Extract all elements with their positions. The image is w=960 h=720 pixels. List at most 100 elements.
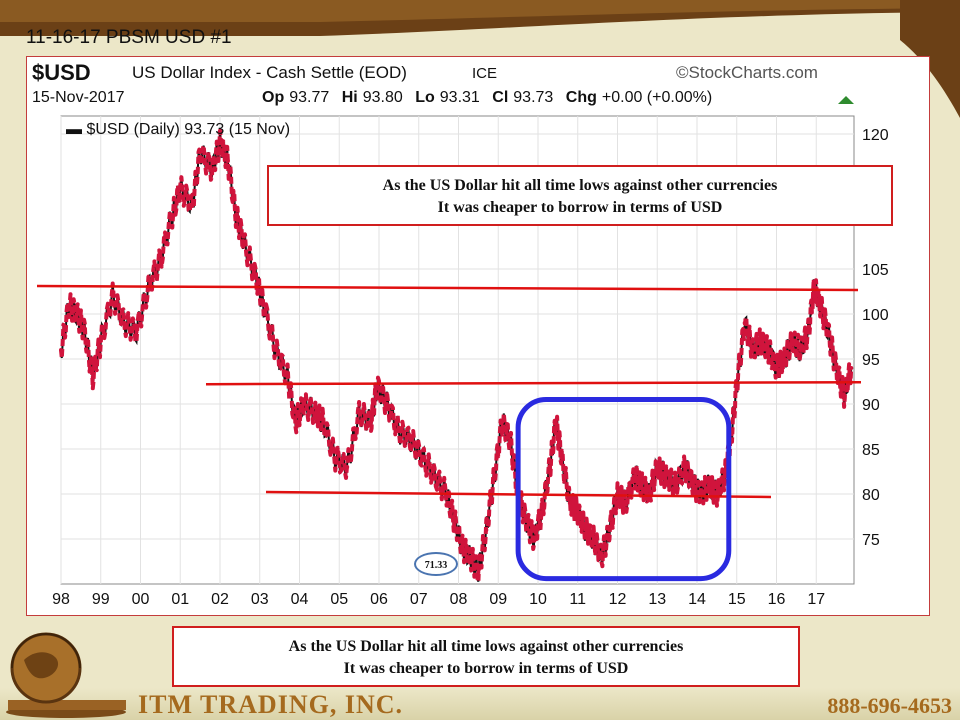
usd-data-point	[66, 303, 71, 307]
usd-data-point	[607, 528, 612, 532]
usd-data-point	[484, 528, 489, 532]
cl-label: Cl	[492, 89, 508, 106]
x-tick-label: 06	[370, 591, 388, 608]
x-tick-label: 14	[688, 591, 706, 608]
legend-label: ▬ $USD (Daily) 93.73 (15 Nov)	[66, 121, 290, 138]
usd-data-point	[468, 555, 473, 559]
x-tick-label: 15	[728, 591, 746, 608]
usd-data-point	[122, 321, 127, 325]
usd-data-point	[225, 159, 230, 163]
usd-data-point	[575, 510, 580, 514]
callout-top-line1: As the US Dollar hit all time lows again…	[382, 177, 778, 194]
x-tick-label: 11	[569, 591, 586, 608]
usd-data-point	[82, 330, 87, 334]
usd-data-point	[452, 519, 457, 523]
ohlc-readout: Op 93.77 Hi 93.80 Lo 93.31 Cl 93.73 Chg +0.00…	[262, 89, 712, 106]
x-tick-label: 07	[410, 591, 428, 608]
usd-data-point	[714, 492, 719, 496]
usd-data-point	[432, 474, 437, 478]
callout-top: As the US Dollar hit all time lows again…	[267, 165, 893, 226]
usd-data-point	[198, 150, 203, 154]
x-tick-label: 08	[450, 591, 468, 608]
usd-data-point	[384, 402, 389, 406]
chart-date: 15-Nov-2017	[32, 89, 125, 106]
callout-bottom: As the US Dollar hit all time lows again…	[172, 626, 800, 687]
y-tick-label: 100	[862, 307, 889, 324]
y-tick-label: 80	[862, 487, 880, 504]
usd-data-point	[460, 546, 465, 550]
usd-data-point	[313, 411, 318, 415]
usd-data-point	[706, 483, 711, 487]
legend-dash: ▬	[66, 121, 86, 138]
usd-data-point	[683, 465, 688, 469]
usd-data-point	[698, 492, 703, 496]
usd-data-point	[790, 339, 795, 343]
lo-value: 93.31	[440, 89, 480, 106]
usd-data-point	[74, 312, 79, 316]
x-tick-label: 04	[291, 591, 309, 608]
usd-data-point	[798, 348, 803, 352]
usd-data-point	[369, 420, 374, 424]
usd-data-point	[333, 456, 338, 460]
usd-data-point	[241, 240, 246, 244]
usd-data-point	[261, 303, 266, 307]
usd-data-point	[849, 366, 854, 370]
chg-value: +0.00 (+0.00%)	[602, 89, 712, 106]
y-tick-label: 105	[862, 262, 889, 279]
usd-data-point	[345, 465, 350, 469]
callout-top-line2: It was cheaper to borrow in terms of USD	[437, 199, 723, 216]
usd-data-point	[639, 483, 644, 487]
lo-label: Lo	[415, 89, 435, 106]
y-tick-label: 120	[862, 127, 889, 144]
usd-data-point	[59, 348, 63, 352]
usd-data-point	[834, 366, 839, 370]
x-tick-label: 00	[132, 591, 150, 608]
usd-data-point	[492, 474, 497, 478]
usd-data-point	[806, 330, 811, 334]
usd-data-point	[633, 474, 638, 478]
usd-data-point	[408, 438, 413, 442]
x-tick-label: 02	[211, 591, 229, 608]
usd-data-point	[812, 285, 817, 289]
x-tick-label: 05	[330, 591, 348, 608]
usd-data-point	[285, 375, 290, 379]
usd-data-point	[508, 438, 513, 442]
usd-data-point	[420, 456, 425, 460]
usd-data-point	[782, 357, 787, 361]
usd-data-point	[500, 420, 505, 424]
usd-data-point	[253, 276, 258, 280]
chart-symbol: $USD	[32, 60, 91, 85]
footer-bar	[0, 688, 960, 720]
usd-data-point	[591, 537, 596, 541]
usd-data-point	[691, 483, 696, 487]
usd-data-point	[758, 339, 763, 343]
usd-data-point	[567, 501, 572, 505]
usd-data-point	[766, 348, 771, 352]
legend-text: $USD (Daily) 93.73 (15 Nov)	[86, 121, 290, 138]
usd-data-point	[476, 570, 481, 575]
usd-data-point	[826, 330, 831, 334]
usd-data-point	[734, 384, 739, 388]
usd-data-point	[673, 483, 678, 487]
callout-bottom-line2: It was cheaper to borrow in terms of USD	[343, 660, 629, 677]
usd-data-point	[396, 429, 401, 433]
usd-data-point	[110, 294, 115, 298]
usd-data-point	[217, 141, 222, 145]
x-tick-label: 13	[648, 591, 666, 608]
slide-title: 11-16-17 PBSM USD #1	[26, 27, 232, 48]
x-tick-label: 17	[807, 591, 825, 608]
usd-data-point	[524, 519, 529, 523]
usd-data-point	[559, 456, 564, 460]
x-tick-label: 03	[251, 591, 269, 608]
usd-data-point	[742, 321, 747, 325]
hi-label: Hi	[342, 89, 358, 106]
x-tick-label: 98	[52, 591, 70, 608]
usd-data-point	[233, 213, 238, 217]
x-tick-label: 01	[171, 591, 189, 608]
x-tick-label: 99	[92, 591, 110, 608]
usd-data-point	[774, 366, 779, 370]
y-tick-label: 85	[862, 442, 880, 459]
low-value-badge: 71.33	[414, 552, 458, 576]
usd-data-point	[663, 474, 668, 478]
hi-value: 93.80	[363, 89, 403, 106]
